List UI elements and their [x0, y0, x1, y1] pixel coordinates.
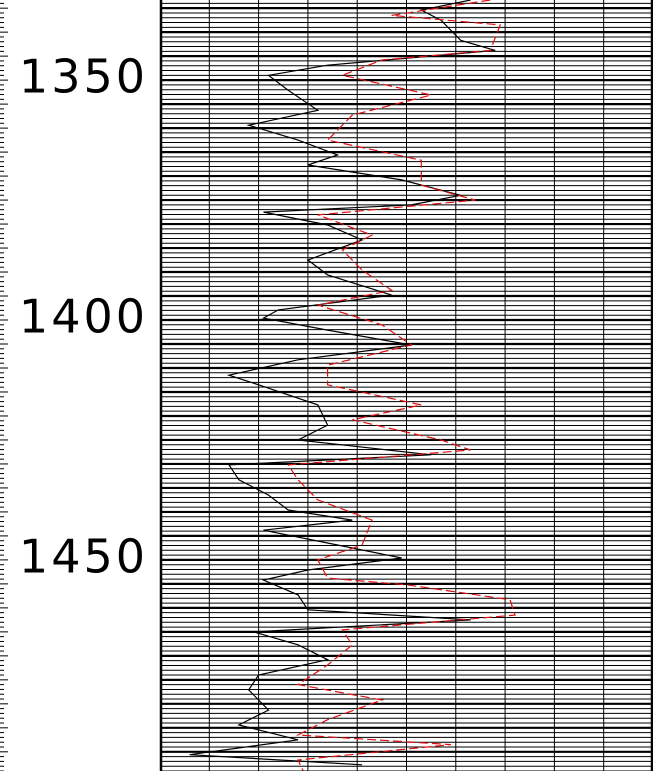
depth-label: 1400	[19, 290, 148, 344]
log-curve	[189, 0, 496, 766]
log-curve	[287, 0, 516, 771]
depth-label: 1350	[19, 50, 148, 104]
depth-label: 1450	[19, 529, 148, 583]
